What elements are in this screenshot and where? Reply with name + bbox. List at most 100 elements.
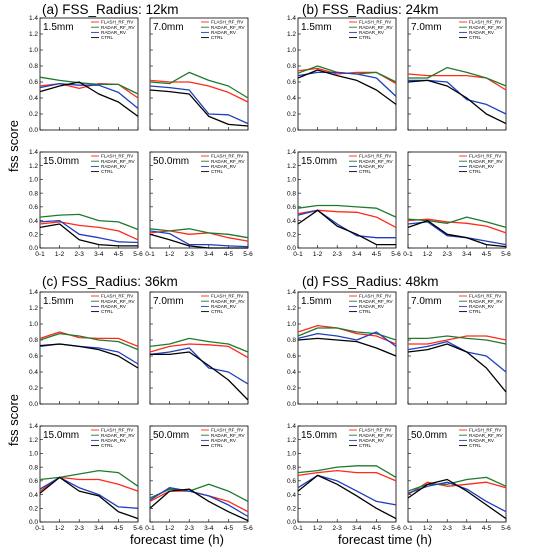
x-tick-label: 3-4 bbox=[204, 525, 214, 532]
x-tick-label: 3-4 bbox=[462, 251, 472, 258]
legend-entry: CTRL bbox=[101, 35, 113, 40]
panel-frame bbox=[407, 151, 507, 249]
series-line bbox=[297, 71, 397, 97]
series-line bbox=[39, 476, 139, 492]
series-line bbox=[39, 219, 139, 244]
y-tick-label: 0.4 bbox=[287, 492, 296, 499]
y-axis-label-top: fss score bbox=[6, 120, 21, 172]
legend-entry: RADAR_RV bbox=[359, 438, 385, 443]
legend-entry: FLASH_RF_RV bbox=[359, 294, 392, 299]
x-tick-label: 4-5 bbox=[372, 251, 382, 258]
panel-frame bbox=[297, 17, 397, 131]
group-title: (d) FSS_Radius: 48km bbox=[302, 274, 439, 289]
group-title: (a) FSS_Radius: 12km bbox=[42, 2, 179, 17]
y-tick-label: 0.0 bbox=[287, 401, 296, 408]
panel: 0.0 0.2 0.4 0.6 0.8 1.0 1.2 1.4 1.5mm FLASH_RF_RV… bbox=[29, 15, 139, 134]
x-tick-label: 4-5 bbox=[224, 525, 234, 532]
y-tick-label: 0.2 bbox=[29, 385, 38, 392]
series-line bbox=[297, 69, 397, 105]
legend-entry: CTRL bbox=[359, 169, 371, 174]
legend-entry: RADAR_RF_RV bbox=[469, 433, 504, 438]
y-tick-label: 1.2 bbox=[287, 31, 296, 38]
x-tick-label: 0-1 bbox=[403, 251, 413, 258]
y-tick-label: 1.2 bbox=[287, 163, 296, 170]
y-tick-label: 0.8 bbox=[287, 464, 296, 471]
y-tick-label: 0.4 bbox=[29, 218, 38, 225]
legend-entry: FLASH_RF_RV bbox=[359, 428, 392, 433]
series-line bbox=[149, 488, 249, 522]
series-line bbox=[149, 347, 249, 385]
x-tick-label: 4-5 bbox=[224, 251, 234, 258]
series-line bbox=[407, 73, 507, 91]
panel: 0.0 0.2 0.4 0.6 0.8 1.0 1.2 1.4 1.5mm FLASH_RF_RV… bbox=[287, 15, 397, 134]
y-tick-label: 0.8 bbox=[287, 337, 296, 344]
x-tick-label: 3-4 bbox=[352, 251, 362, 258]
legend-entry: RADAR_RV bbox=[101, 438, 127, 443]
y-axis-label-bottom: fss score bbox=[6, 394, 21, 446]
series-line bbox=[407, 79, 507, 125]
panel-frame bbox=[297, 425, 397, 523]
y-tick-label: 0.0 bbox=[287, 127, 296, 134]
legend-entry: RADAR_RV bbox=[211, 30, 237, 35]
threshold-label: 1.5mm bbox=[301, 22, 332, 33]
y-tick-label: 1.4 bbox=[29, 15, 38, 22]
series-line bbox=[150, 351, 249, 401]
y-tick-label: 0.2 bbox=[287, 505, 296, 512]
legend-entry: FLASH_RF_RV bbox=[211, 294, 244, 299]
panel-frame bbox=[297, 151, 397, 249]
series-line bbox=[39, 332, 139, 351]
series-line bbox=[39, 81, 139, 117]
x-tick-label: 2-3 bbox=[442, 251, 452, 258]
x-tick-label: 0-1 bbox=[293, 251, 303, 258]
legend-entry: CTRL bbox=[359, 443, 371, 448]
x-tick-label: 5-6 bbox=[133, 525, 143, 532]
y-tick-label: 0.2 bbox=[287, 385, 296, 392]
legend-entry: FLASH_RF_RV bbox=[469, 20, 502, 25]
legend-entry: RADAR_RF_RV bbox=[211, 25, 246, 30]
series-line bbox=[407, 343, 507, 393]
group-title: (b) FSS_Radius: 24km bbox=[302, 2, 439, 17]
series-line bbox=[297, 474, 397, 520]
legend-entry: RADAR_RV bbox=[359, 304, 385, 309]
series-line bbox=[39, 213, 139, 231]
series-line bbox=[39, 469, 139, 487]
legend-entry: CTRL bbox=[211, 169, 223, 174]
y-tick-label: 1.2 bbox=[29, 305, 38, 312]
x-tick-label: 1-2 bbox=[313, 525, 323, 532]
panel-frame bbox=[297, 291, 397, 405]
series-line bbox=[39, 82, 139, 109]
legend-entry: RADAR_RV bbox=[101, 164, 127, 169]
series-line bbox=[149, 79, 249, 103]
panel: 0.0 0.2 0.4 0.6 0.8 1.0 1.2 1.4 1.5mm FLASH_RF_RV… bbox=[287, 289, 397, 408]
x-tick-label: 0-1 bbox=[403, 525, 413, 532]
series-line bbox=[149, 85, 249, 125]
y-tick-label: 1.0 bbox=[29, 47, 38, 54]
threshold-label: 7.0mm bbox=[411, 22, 442, 33]
x-tick-label: 4-5 bbox=[482, 525, 492, 532]
y-tick-label: 0.8 bbox=[29, 190, 38, 197]
series-line bbox=[39, 343, 139, 369]
legend-entry: CTRL bbox=[211, 35, 223, 40]
y-tick-label: 1.2 bbox=[29, 31, 38, 38]
y-tick-label: 0.2 bbox=[29, 111, 38, 118]
series-line bbox=[149, 230, 249, 248]
legend-entry: CTRL bbox=[359, 309, 371, 314]
legend-entry: FLASH_RF_RV bbox=[469, 294, 502, 299]
legend-entry: FLASH_RF_RV bbox=[359, 20, 392, 25]
legend-entry: FLASH_RF_RV bbox=[101, 20, 134, 25]
threshold-label: 15.0mm bbox=[301, 430, 337, 441]
y-tick-label: 0.6 bbox=[287, 353, 296, 360]
x-tick-label: 3-4 bbox=[94, 525, 104, 532]
series-line bbox=[297, 204, 397, 218]
x-tick-label: 5-6 bbox=[501, 251, 511, 258]
legend-entry: CTRL bbox=[469, 443, 481, 448]
x-tick-label: 5-6 bbox=[133, 251, 143, 258]
series-line bbox=[297, 67, 397, 85]
x-tick-label: 1-2 bbox=[55, 251, 65, 258]
legend-entry: CTRL bbox=[211, 443, 223, 448]
series-line bbox=[297, 209, 397, 228]
series-line bbox=[39, 76, 139, 95]
